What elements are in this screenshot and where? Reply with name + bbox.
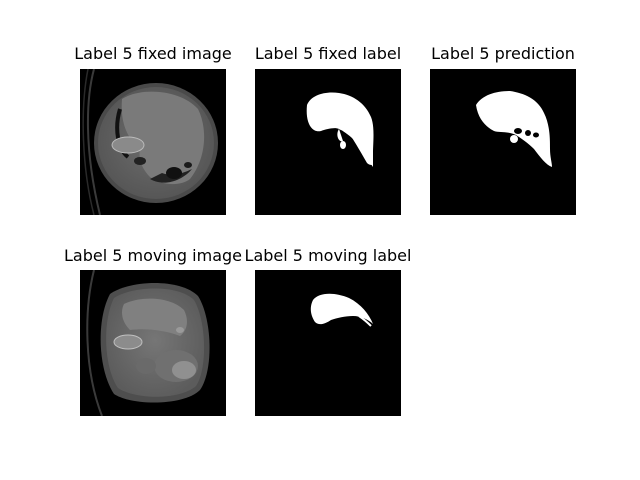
prediction	[430, 69, 576, 215]
fixed-label-mask	[255, 69, 401, 215]
moving-label-mask	[255, 270, 401, 416]
moving-image	[80, 270, 226, 416]
moving-image-ct-slice	[80, 270, 226, 416]
panel-title-prediction: Label 5 prediction	[431, 44, 575, 63]
panel-title-fixed-image: Label 5 fixed image	[74, 44, 232, 63]
moving-label	[255, 270, 401, 416]
panel-title-fixed-label: Label 5 fixed label	[254, 44, 402, 63]
panel-title-moving-image: Label 5 moving image	[63, 246, 243, 265]
panel-title-moving-label: Label 5 moving label	[244, 246, 412, 265]
prediction-mask	[430, 69, 576, 215]
fixed-image	[80, 69, 226, 215]
fixed-image-ct-slice	[80, 69, 226, 215]
fixed-label	[255, 69, 401, 215]
